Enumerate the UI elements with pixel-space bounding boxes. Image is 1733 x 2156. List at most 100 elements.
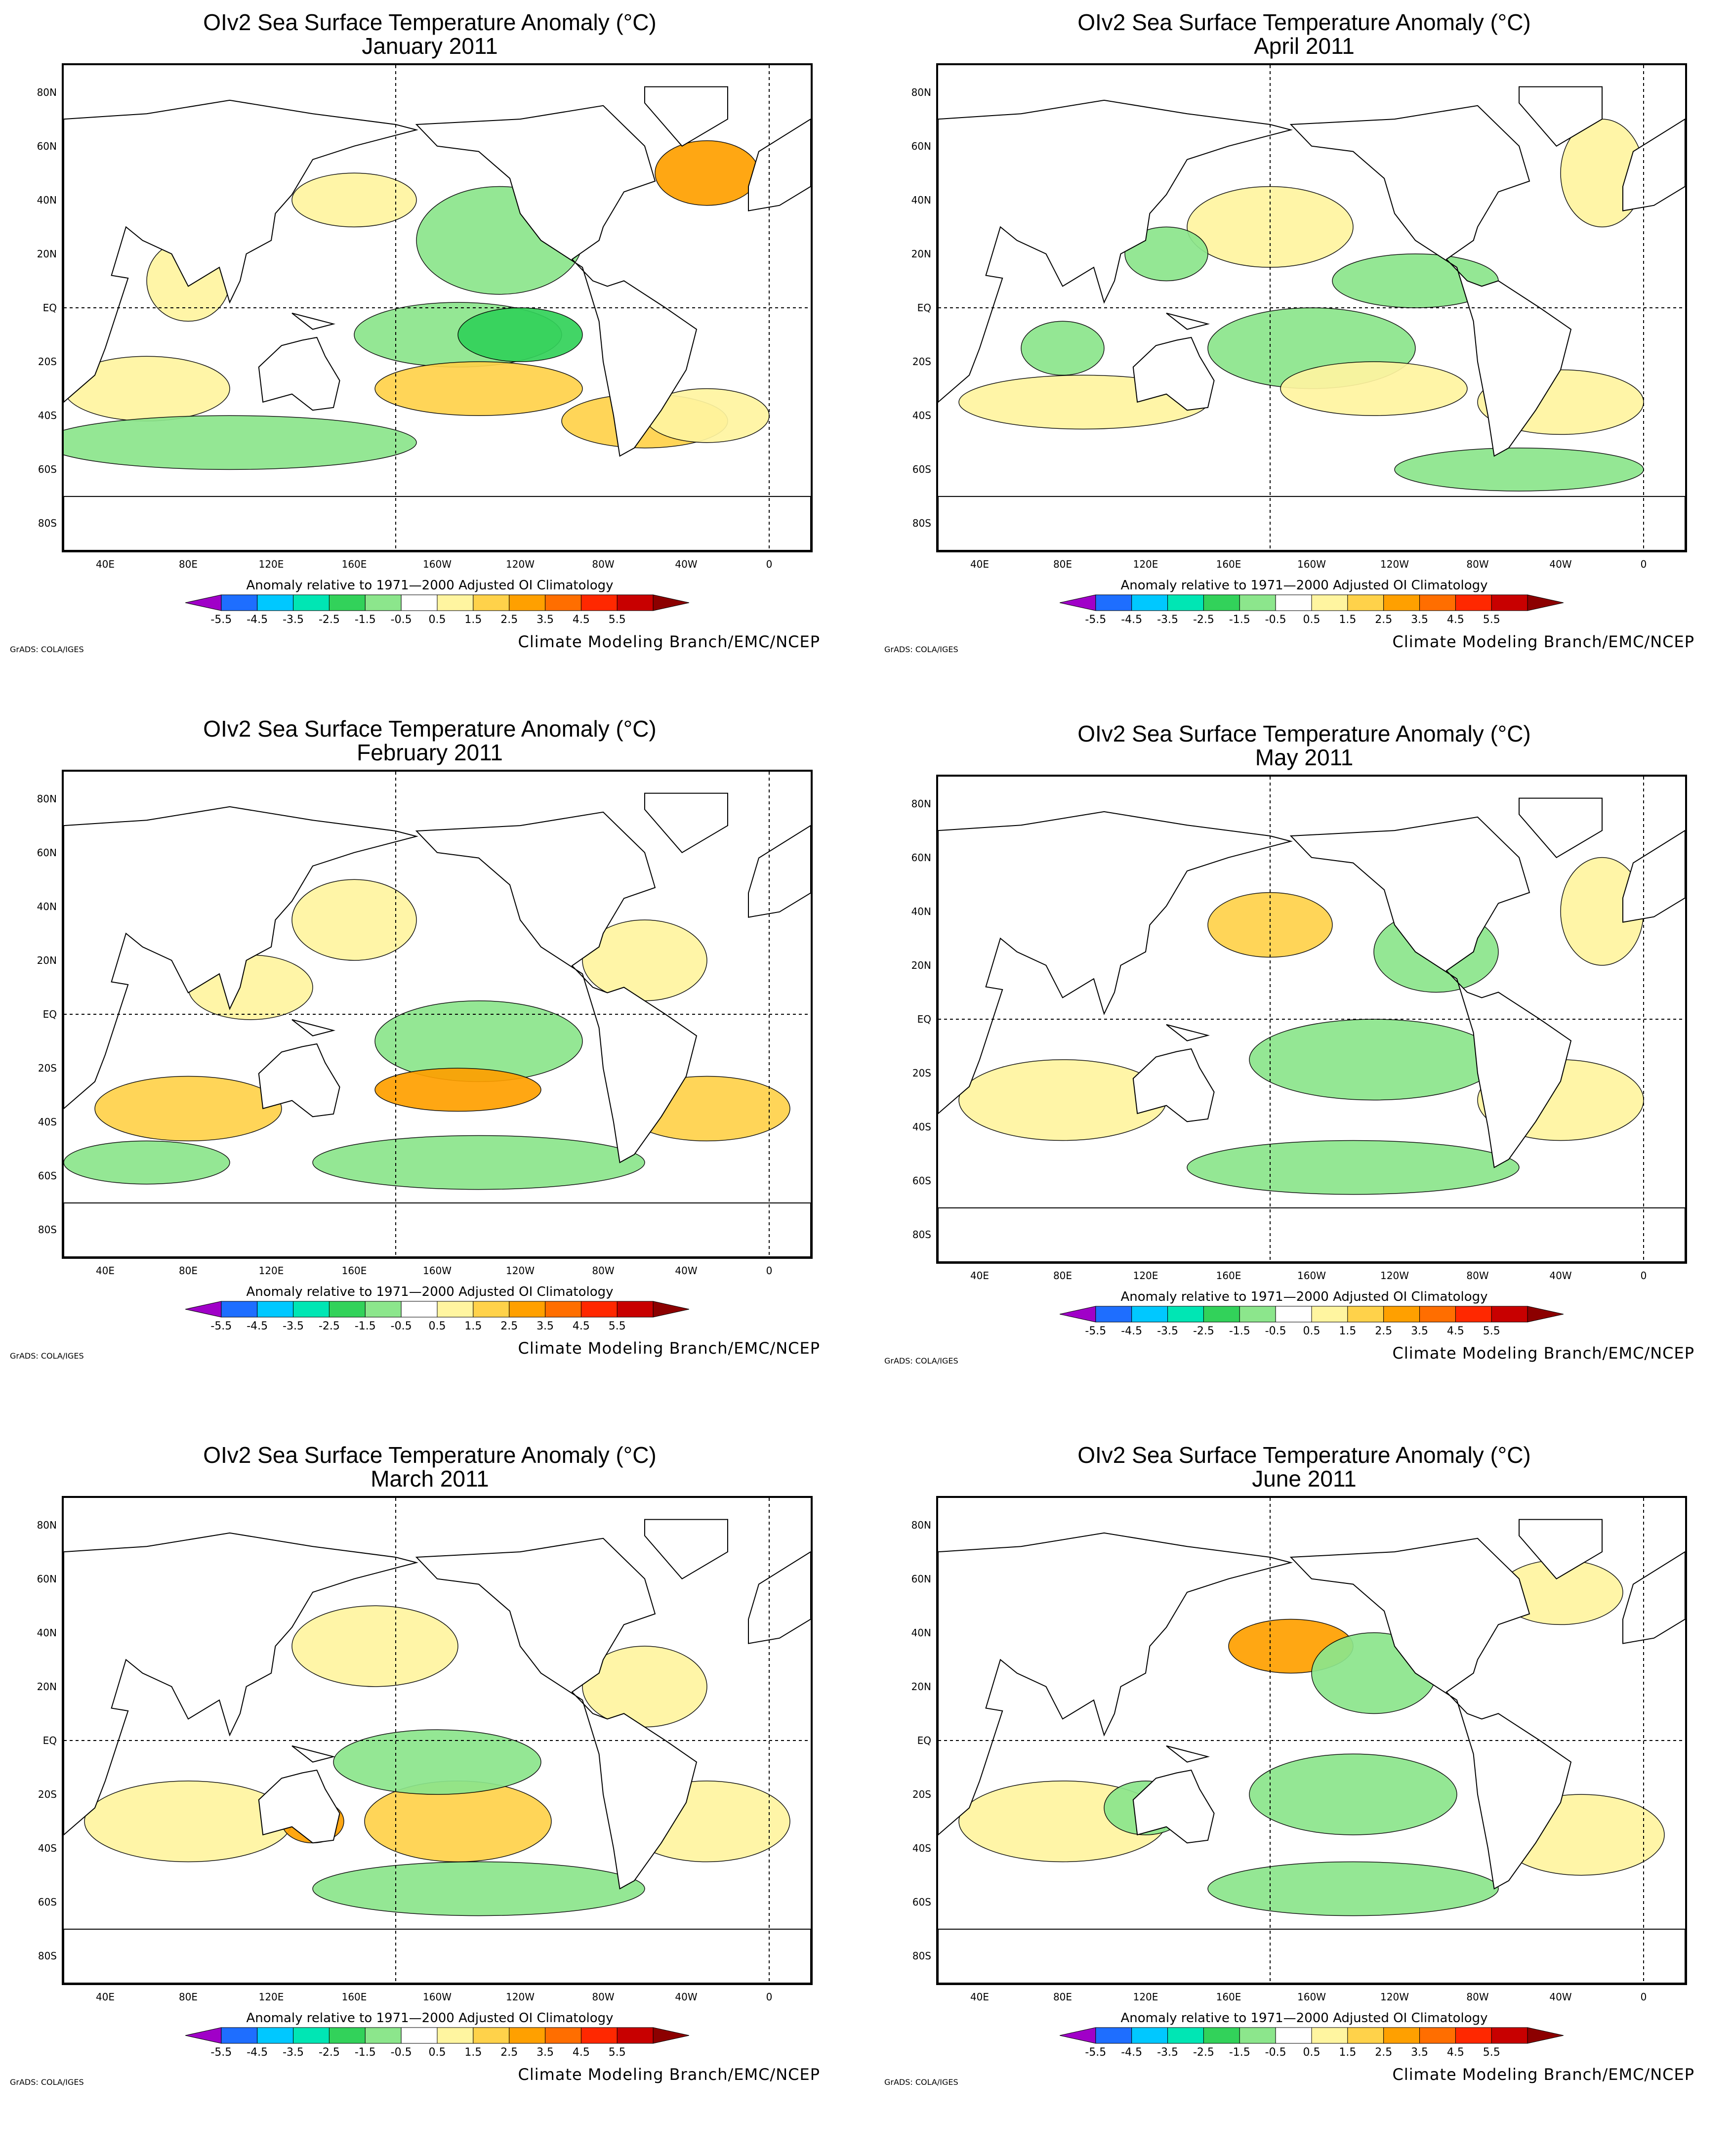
colorbar-label: 2.5 bbox=[500, 1320, 518, 1332]
sst-map bbox=[62, 1496, 813, 1985]
credit-text: Climate Modeling Branch/EMC/NCEP bbox=[518, 2065, 820, 2084]
colorbar-label: -4.5 bbox=[1121, 1325, 1143, 1337]
lon-label: 40W bbox=[1549, 558, 1572, 570]
colorbar-title: Anomaly relative to 1971—2000 Adjusted O… bbox=[1120, 2011, 1488, 2026]
colorbar-swatch bbox=[1311, 2027, 1348, 2044]
colorbar-swatch bbox=[1167, 1306, 1204, 1323]
map-panel-3: OIv2 Sea Surface Temperature Anomaly (°C… bbox=[10, 716, 850, 1398]
lat-label: 20N bbox=[911, 248, 931, 260]
grads-credit: GrADS: COLA/IGES bbox=[884, 2077, 958, 2087]
lat-label: 80S bbox=[912, 517, 931, 530]
colorbar-swatch bbox=[1203, 2027, 1240, 2044]
sst-map bbox=[62, 63, 813, 552]
colorbar-swatch bbox=[617, 1301, 654, 1318]
grads-credit: GrADS: COLA/IGES bbox=[10, 645, 84, 654]
colorbar bbox=[1060, 594, 1564, 611]
colorbar-swatch bbox=[1167, 2027, 1204, 2044]
colorbar-swatch bbox=[437, 2027, 474, 2044]
lon-label: 120W bbox=[506, 1265, 535, 1277]
colorbar-label: 0.5 bbox=[428, 614, 446, 626]
colorbar-label: 4.5 bbox=[572, 2046, 590, 2059]
panel-month: April 2011 bbox=[1254, 33, 1355, 59]
lat-label: 20S bbox=[912, 1788, 931, 1801]
colorbar-swatch bbox=[365, 2027, 402, 2044]
sst-map bbox=[936, 775, 1687, 1264]
landmass bbox=[64, 1202, 811, 1257]
lat-label: 80N bbox=[37, 792, 57, 805]
anomaly-region bbox=[655, 140, 759, 206]
lon-label: 80E bbox=[178, 558, 198, 570]
colorbar-label: -2.5 bbox=[318, 1320, 340, 1332]
lat-label: 40N bbox=[911, 905, 931, 917]
colorbar-label: -2.5 bbox=[318, 2046, 340, 2059]
lon-label: 160E bbox=[1216, 558, 1241, 570]
landmass bbox=[748, 1551, 811, 1644]
lon-label: 120W bbox=[506, 558, 535, 570]
colorbar-swatch bbox=[1383, 594, 1420, 611]
landmass bbox=[64, 99, 418, 403]
colorbar-swatch bbox=[185, 2027, 222, 2044]
colorbar-swatch bbox=[473, 1301, 510, 1318]
colorbar-label: 0.5 bbox=[1303, 1325, 1320, 1337]
colorbar-label: 0.5 bbox=[428, 1320, 446, 1332]
landmass bbox=[415, 1537, 698, 1890]
colorbar-label: -1.5 bbox=[1229, 614, 1250, 626]
lon-label: 160W bbox=[423, 558, 452, 570]
colorbar-swatch bbox=[580, 1301, 618, 1318]
colorbar-swatch bbox=[257, 1301, 294, 1318]
lon-label: 80E bbox=[1053, 1991, 1073, 2003]
colorbar-label: 3.5 bbox=[1411, 614, 1429, 626]
landmass bbox=[644, 792, 728, 853]
credit-text: Climate Modeling Branch/EMC/NCEP bbox=[518, 632, 820, 651]
anomaly-field bbox=[938, 1498, 1685, 1983]
colorbar-swatch bbox=[1275, 2027, 1312, 2044]
colorbar-swatch bbox=[401, 594, 438, 611]
lon-label: 0 bbox=[766, 1265, 773, 1277]
colorbar-swatch bbox=[437, 1301, 474, 1318]
colorbar-label: -5.5 bbox=[210, 614, 232, 626]
colorbar-label: -0.5 bbox=[390, 1320, 412, 1332]
lon-label: 160W bbox=[1297, 1991, 1326, 2003]
colorbar bbox=[185, 2027, 689, 2044]
colorbar-label: 1.5 bbox=[464, 1320, 482, 1332]
colorbar-swatch bbox=[221, 2027, 258, 2044]
colorbar-label: 3.5 bbox=[1411, 1325, 1429, 1337]
lat-label: 40N bbox=[37, 1626, 57, 1639]
colorbar-swatch bbox=[1419, 2027, 1456, 2044]
colorbar-label: 5.5 bbox=[608, 1320, 626, 1332]
landmass bbox=[1166, 1024, 1210, 1041]
colorbar-swatch bbox=[617, 594, 654, 611]
colorbar-swatch bbox=[1275, 1306, 1312, 1323]
lon-label: 80W bbox=[1466, 1991, 1489, 2003]
map-panel-4: OIv2 Sea Surface Temperature Anomaly (°C… bbox=[884, 721, 1724, 1403]
landmass bbox=[415, 811, 698, 1163]
colorbar-label: -3.5 bbox=[1157, 614, 1179, 626]
colorbar-swatch bbox=[1491, 2027, 1528, 2044]
landmass bbox=[1622, 1551, 1685, 1644]
lat-label: EQ bbox=[917, 1013, 931, 1025]
colorbar-label: 2.5 bbox=[500, 614, 518, 626]
colorbar-label: 4.5 bbox=[572, 1320, 590, 1332]
colorbar-label: 3.5 bbox=[536, 2046, 554, 2059]
anomaly-region bbox=[64, 1140, 230, 1185]
colorbar-swatch bbox=[401, 2027, 438, 2044]
lat-label: 40S bbox=[38, 1842, 57, 1855]
lat-label: 60S bbox=[912, 1175, 931, 1187]
anomaly-region bbox=[312, 1861, 645, 1916]
lat-label: 40S bbox=[912, 1121, 931, 1133]
lon-label: 160W bbox=[1297, 1270, 1326, 1282]
colorbar-label: 2.5 bbox=[1375, 614, 1393, 626]
colorbar-swatch bbox=[1527, 594, 1564, 611]
colorbar-label: 0.5 bbox=[1303, 614, 1320, 626]
anomaly-region bbox=[64, 415, 417, 470]
lon-label: 80E bbox=[1053, 558, 1073, 570]
colorbar-swatch bbox=[293, 2027, 330, 2044]
lon-label: 0 bbox=[766, 1991, 773, 2003]
landmass bbox=[938, 496, 1685, 550]
colorbar-title: Anomaly relative to 1971—2000 Adjusted O… bbox=[246, 2011, 614, 2026]
map-panel-6: OIv2 Sea Surface Temperature Anomaly (°C… bbox=[884, 1443, 1724, 2124]
anomaly-field bbox=[64, 772, 811, 1257]
lat-label: 20S bbox=[38, 1788, 57, 1801]
colorbar-swatch bbox=[1060, 1306, 1096, 1323]
map-panel-1: OIv2 Sea Surface Temperature Anomaly (°C… bbox=[10, 10, 850, 692]
